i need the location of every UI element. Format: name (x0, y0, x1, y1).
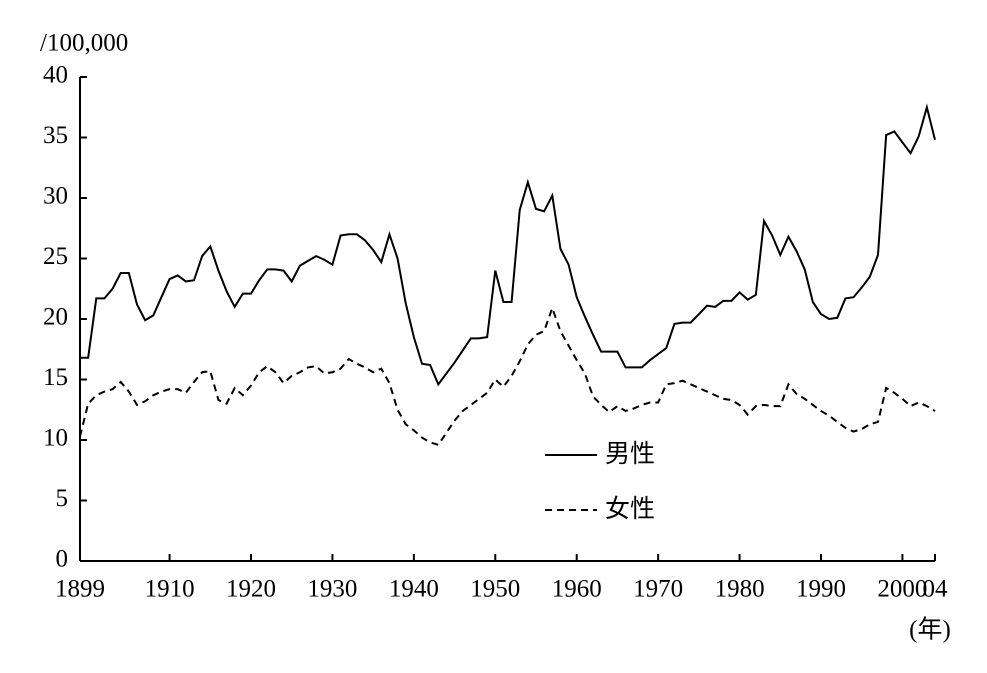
x-tick-label: 1910 (145, 576, 195, 603)
data-line (80, 103, 936, 387)
legend-label: 男性 (605, 439, 655, 468)
y-tick-label: 30 (43, 183, 68, 210)
y-tick-label: 0 (56, 546, 69, 573)
y-tick-label: 5 (56, 485, 69, 512)
y-tick-label: 20 (43, 304, 68, 331)
x-tick-label: 1960 (552, 576, 602, 603)
x-tick-label: 1920 (226, 576, 276, 603)
data-line (79, 305, 936, 447)
legend-label: 女性 (605, 494, 655, 523)
y-tick-label: 40 (43, 62, 68, 89)
x-tick-label: 1899 (55, 576, 105, 603)
y-tick-label: 10 (43, 425, 68, 452)
y-tick-label: 35 (43, 122, 68, 149)
x-tick-label: 1970 (633, 576, 683, 603)
x-tick-label: 1980 (715, 576, 765, 603)
x-tick-label: 1990 (796, 576, 846, 603)
x-tick-label: 04 (923, 576, 949, 603)
x-tick-label: 1930 (307, 576, 357, 603)
y-tick-label: 15 (43, 364, 68, 391)
x-unit-label: (年) (909, 616, 951, 644)
x-tick-label: 2000 (877, 576, 927, 603)
y-tick-label: 25 (43, 243, 68, 270)
y-unit-label: /100,000 (40, 30, 128, 57)
x-tick-label: 1940 (389, 576, 439, 603)
x-tick-label: 1950 (470, 576, 520, 603)
